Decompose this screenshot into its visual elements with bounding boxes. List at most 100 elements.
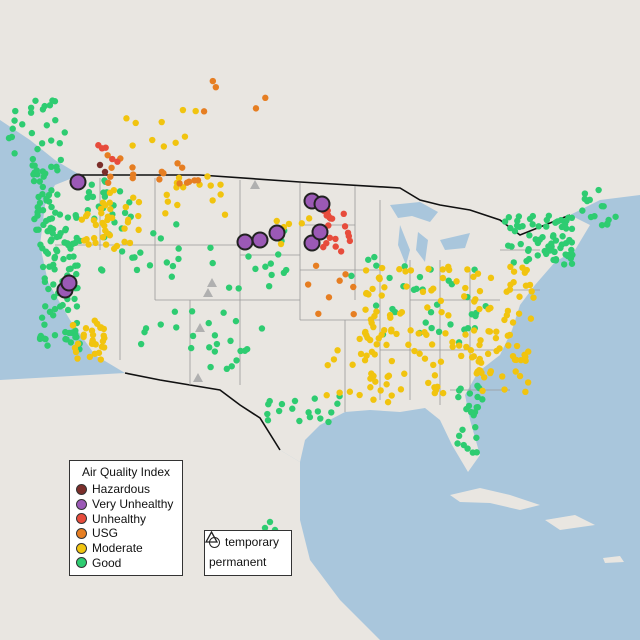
station-marker [51,331,59,339]
station-marker [378,292,385,299]
station-marker [273,217,280,225]
station-marker [135,198,143,206]
station-marker [348,272,355,280]
station-marker [11,150,18,157]
station-marker [474,393,481,401]
station-marker [523,266,530,274]
station-marker [311,395,318,402]
station-marker [267,260,274,267]
permanent-monitor-marker [207,278,217,287]
station-marker [33,167,40,174]
station-marker [174,160,181,167]
station-marker [421,329,428,336]
station-marker [442,330,449,337]
station-marker [449,338,456,346]
station-marker [43,195,50,202]
station-marker [211,332,219,339]
station-marker [51,305,59,313]
station-marker [526,232,533,239]
station-marker [194,177,202,184]
station-marker [132,119,139,127]
station-marker [480,374,488,381]
station-marker [53,246,60,253]
station-marker [487,304,494,312]
station-marker [513,342,521,350]
legend-permanent-label: permanent [209,555,267,569]
station-marker [584,197,591,205]
station-marker [99,234,107,241]
station-marker [449,343,456,350]
station-marker [258,325,266,332]
station-marker [415,330,422,337]
station-marker [510,268,518,275]
station-marker [579,207,586,214]
station-marker [296,417,303,425]
station-marker [103,230,111,237]
station-marker [504,307,512,315]
station-marker [160,143,168,150]
moderate-swatch [76,542,87,554]
station-marker [524,247,532,254]
station-marker [109,155,116,163]
station-marker [334,400,341,407]
station-marker [98,145,106,152]
station-marker [600,203,607,210]
station-marker [468,354,476,361]
station-marker [175,174,183,182]
station-marker [86,353,94,361]
station-marker [330,356,338,363]
station-marker [141,328,148,336]
legend-very-unhealthy-label: Very Unhealthy [92,497,174,512]
station-marker [519,222,526,230]
station-marker [160,169,167,177]
station-marker [275,407,283,415]
station-marker [57,156,65,164]
station-marker [92,221,100,229]
station-marker [419,288,427,296]
station-marker [566,236,573,244]
station-marker [507,281,514,288]
station-marker [517,240,524,248]
station-marker [129,142,136,149]
station-marker [98,209,105,217]
station-marker [69,322,77,329]
station-marker [492,334,500,342]
station-marker [315,310,322,317]
station-marker [129,254,136,261]
station-marker [373,262,380,269]
station-marker [107,173,114,180]
station-marker [39,263,47,271]
station-marker [61,129,68,136]
station-marker [346,237,354,245]
station-marker [472,424,479,431]
station-marker [106,189,114,197]
station-marker [35,226,42,233]
station-marker [264,417,272,424]
station-marker [46,102,54,109]
station-marker [398,308,406,316]
station-marker [413,285,420,293]
legend-good: Good [70,555,182,570]
station-marker [232,317,240,325]
station-marker [173,221,180,228]
station-marker [370,323,377,331]
station-marker [261,524,269,532]
station-marker [383,341,390,349]
station-marker [275,251,282,258]
station-marker [508,243,515,250]
station-marker [85,241,92,248]
station-marker [462,331,469,338]
station-marker [122,203,130,211]
station-marker [403,283,410,290]
station-marker [363,331,370,339]
station-marker [129,164,136,171]
station-marker [32,97,39,104]
station-marker [41,275,48,282]
station-marker [212,83,220,91]
station-marker [397,386,405,393]
legend-usg: USG [70,526,182,541]
station-marker [405,341,412,348]
station-marker [233,357,240,364]
station-marker [455,432,463,440]
